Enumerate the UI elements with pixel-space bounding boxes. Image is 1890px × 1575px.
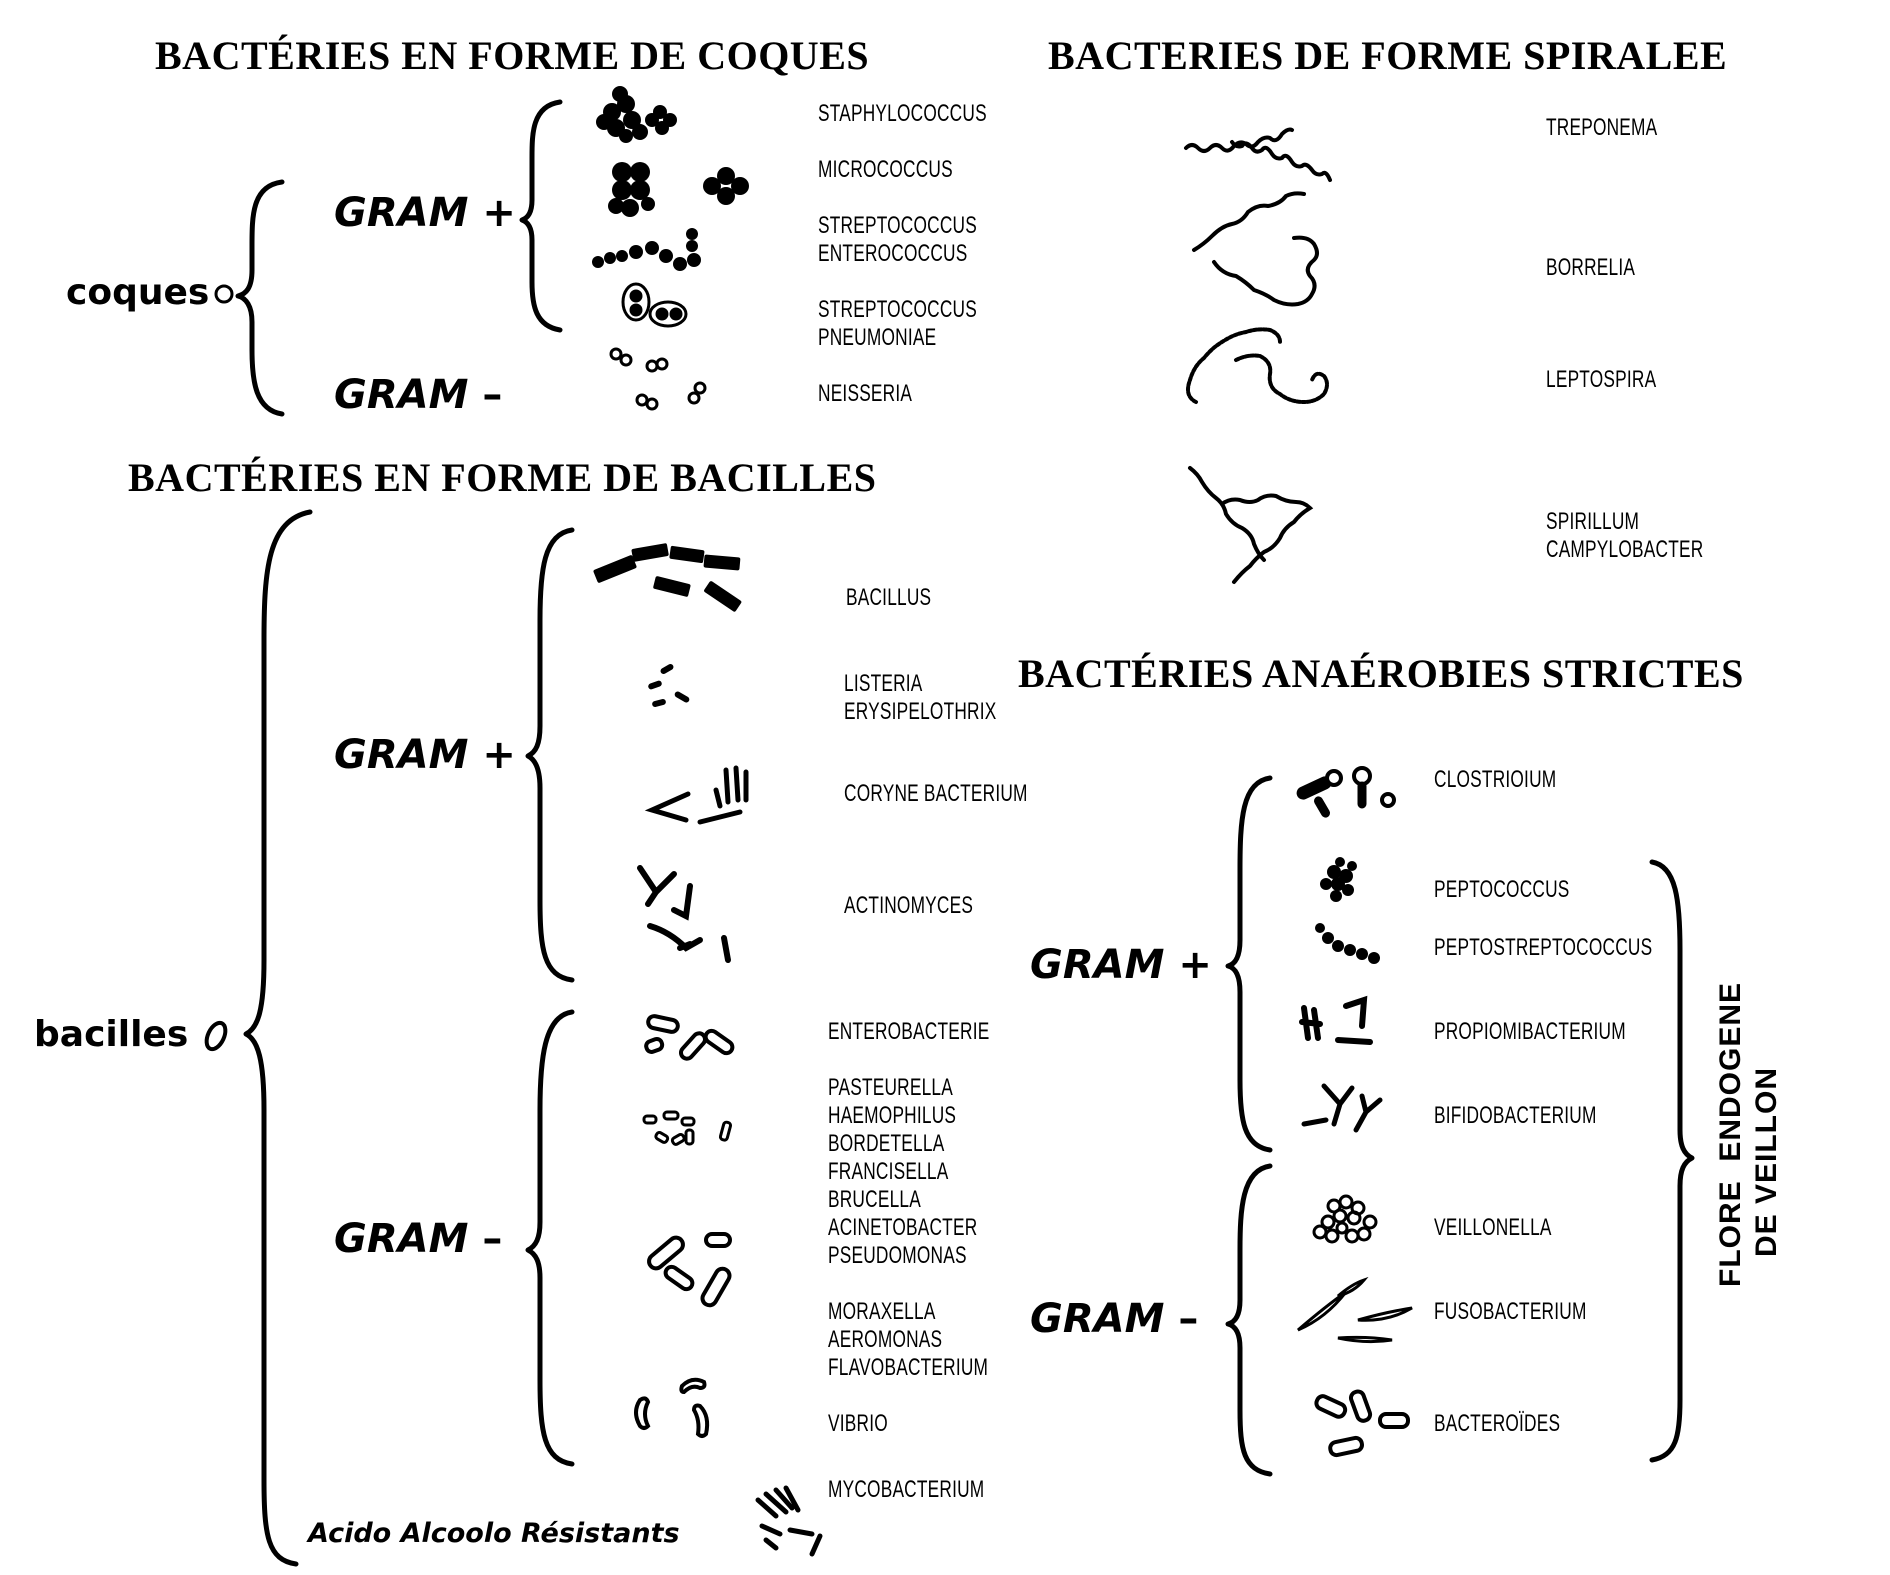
label-moraxella-group: MORAXELLA AEROMONAS FLAVOBACTERIUM xyxy=(828,1298,989,1381)
brace-bacilles xyxy=(243,509,313,1567)
label-enterobacterie: ENTEROBACTERIE xyxy=(828,1018,990,1045)
gram-label-bacilles-minus: GRAM – xyxy=(334,1216,502,1262)
label-acido-alcoolo-resistants: Acido Alcoolo Résistants xyxy=(308,1518,680,1549)
treponema-drawing-2 xyxy=(1230,140,1332,182)
label-propionibacterium: PROPIOMIBACTERIUM xyxy=(1434,1018,1626,1045)
label-fusobacterium: FUSOBACTERIUM xyxy=(1434,1298,1587,1325)
title-anaerobies: BACTÉRIES ANAÉROBIES STRICTES xyxy=(1018,651,1744,696)
brace-bacilles-gram-plus xyxy=(525,527,575,983)
category-coques: coques xyxy=(66,272,210,313)
label-micrococcus: MICROCOCCUS xyxy=(818,156,953,183)
label-pasteurella-group: PASTEURELLA HAEMOPHILUS BORDETELLA FRANC… xyxy=(828,1074,978,1269)
mycobacterium-drawing xyxy=(755,1485,823,1557)
vibrio-drawing xyxy=(634,1377,710,1438)
label-vibrio: VIBRIO xyxy=(828,1410,888,1437)
pseudomonas-drawing xyxy=(647,1232,732,1308)
label-listeria-erysipelothrix: LISTERIA ERYSIPELOTHRIX xyxy=(844,670,997,725)
gram-label-anaerobies-plus: GRAM + xyxy=(1030,942,1212,988)
gram-text: GRAM xyxy=(1030,942,1165,988)
peptostreptococcus-drawing xyxy=(1315,923,1380,964)
pasteurella-drawing xyxy=(642,1110,733,1146)
label-veillonella: VEILLONELLA xyxy=(1434,1214,1552,1241)
gram-sign-minus: – xyxy=(482,372,503,418)
label-mycobacterium: MYCOBACTERIUM xyxy=(828,1476,985,1503)
gram-label-anaerobies-minus: GRAM – xyxy=(1030,1296,1198,1342)
leptospira-drawing xyxy=(1186,327,1282,404)
streptococcus-drawing xyxy=(592,228,701,271)
gram-text: GRAM xyxy=(334,1216,469,1262)
gram-label-coques-plus: GRAM + xyxy=(334,190,516,236)
label-streptococcus-enterococcus: STREPTOCOCCUS ENTEROCOCCUS xyxy=(818,212,977,267)
brace-anaerobies-gram-plus xyxy=(1225,775,1273,1153)
spirillum-drawing xyxy=(1188,466,1266,562)
gram-text: GRAM xyxy=(1030,1296,1165,1342)
brace-flore xyxy=(1649,859,1695,1463)
staphylococcus-drawing xyxy=(596,86,677,143)
gram-text: GRAM xyxy=(334,372,469,418)
clostridium-drawing xyxy=(1296,766,1396,818)
spiral-drawings xyxy=(1184,127,1332,584)
label-bacillus: BACILLUS xyxy=(846,584,932,611)
corynebacterium-drawing xyxy=(644,765,749,825)
label-flore-endogene-de-veillon: FLORE ENDOGENE DE VEILLON xyxy=(1714,981,1783,1287)
gram-sign-plus: + xyxy=(482,190,516,236)
label-borrelia: BORRELIA xyxy=(1546,254,1636,281)
label-leptospira: LEPTOSPIRA xyxy=(1546,366,1657,393)
treponema-drawing xyxy=(1184,127,1294,153)
gram-label-bacilles-plus: GRAM + xyxy=(334,732,516,778)
label-treponema: TREPONEMA xyxy=(1546,114,1658,141)
bacteroides-drawing xyxy=(1314,1389,1410,1458)
label-staphylococcus: STAPHYLOCOCCUS xyxy=(818,100,987,127)
leptospira-drawing-2 xyxy=(1234,353,1329,405)
bacille-symbol xyxy=(204,1020,228,1052)
label-spirillum-campylobacter: SPIRILLUM CAMPYLOBACTER xyxy=(1546,508,1704,563)
title-coques: BACTÉRIES EN FORME DE COQUES xyxy=(155,33,870,78)
label-clostridium: CLOSTRIOIUM xyxy=(1434,766,1557,793)
pneumoniae-drawing xyxy=(621,282,688,328)
label-peptococcus: PEPTOCOCCUS xyxy=(1434,876,1570,903)
micrococcus-drawing xyxy=(608,162,749,217)
brace-coques xyxy=(235,179,285,417)
actinomyces-drawing xyxy=(637,865,731,963)
label-bacteroides: BACTEROÏDES xyxy=(1434,1410,1561,1437)
gram-label-coques-minus: GRAM – xyxy=(334,372,502,418)
label-neisseria: NEISSERIA xyxy=(818,380,913,407)
category-bacilles: bacilles xyxy=(34,1014,189,1055)
gram-sign-plus: + xyxy=(1178,942,1212,988)
brace-bacilles-gram-minus xyxy=(525,1009,575,1467)
neisseria-drawing xyxy=(609,347,707,411)
gram-sign-plus: + xyxy=(482,732,516,778)
gram-text: GRAM xyxy=(334,190,469,236)
bifidobacterium-drawing xyxy=(1301,1083,1383,1133)
label-streptococcus-pneumoniae: STREPTOCOCCUS PNEUMONIAE xyxy=(818,296,977,351)
label-bifidobacterium: BIFIDOBACTERIUM xyxy=(1434,1102,1597,1129)
gram-sign-minus: – xyxy=(1178,1296,1199,1342)
veillonella-drawing xyxy=(1312,1194,1378,1244)
label-actinomyces: ACTINOMYCES xyxy=(844,892,974,919)
bacillus-drawing xyxy=(593,543,742,612)
label-peptostreptococcus: PEPTOSTREPTOCOCCUS xyxy=(1434,934,1653,961)
gram-sign-minus: – xyxy=(482,1216,503,1262)
brace-anaerobies-gram-minus xyxy=(1225,1163,1273,1477)
borrelia-drawing-2 xyxy=(1212,235,1319,307)
listeria-drawing xyxy=(648,664,690,708)
spirillum-drawing-2 xyxy=(1220,493,1314,584)
propionibacterium-drawing xyxy=(1299,995,1373,1045)
title-spiralee: BACTERIES DE FORME SPIRALEE xyxy=(1048,33,1728,78)
brace-coques-gram-plus xyxy=(519,99,563,333)
title-bacilles: BACTÉRIES EN FORME DE BACILLES xyxy=(128,455,877,500)
fusobacterium-drawing xyxy=(1297,1276,1413,1344)
borrelia-drawing xyxy=(1192,191,1306,252)
label-corynebacterium: CORYNE BACTERIUM xyxy=(844,780,1028,807)
enterobacterie-drawing xyxy=(644,1014,735,1061)
gram-text: GRAM xyxy=(334,732,469,778)
coque-symbol xyxy=(214,284,234,304)
peptococcus-drawing xyxy=(1320,857,1357,902)
